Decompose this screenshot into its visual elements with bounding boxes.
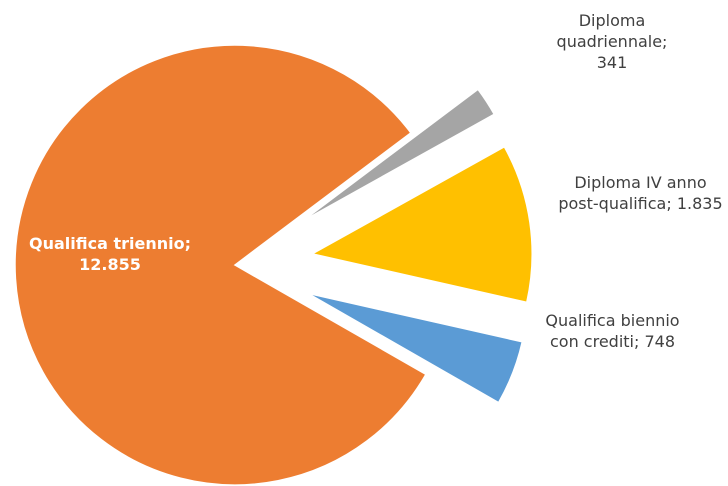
pie-slice xyxy=(310,145,533,304)
data-label: Qualifica biennio con crediti; 748 xyxy=(540,310,685,352)
category-name: Qualifica biennio con crediti xyxy=(545,311,685,351)
label-separator: ; xyxy=(662,32,673,51)
category-name: Diploma IV anno post-qualifica xyxy=(558,173,712,213)
data-label: Qualifica triennio; 12.855 xyxy=(15,233,205,275)
pie-slice xyxy=(14,44,427,486)
category-name: Diploma quadriennale xyxy=(556,11,663,51)
data-label: Diploma quadriennale; 341 xyxy=(552,10,672,73)
value-label: 1.835 xyxy=(676,194,723,213)
value-label: 341 xyxy=(596,53,628,72)
label-separator: ; xyxy=(666,194,677,213)
label-separator: ; xyxy=(184,234,197,253)
pie-slice xyxy=(301,88,496,223)
pie-slice xyxy=(307,292,524,404)
value-label: 12.855 xyxy=(79,255,141,274)
value-label: 748 xyxy=(644,332,676,351)
category-name: Qualifica triennio xyxy=(28,234,185,253)
data-label: Diploma IV anno post-qualifica; 1.835 xyxy=(553,172,728,214)
label-separator: ; xyxy=(633,332,645,351)
